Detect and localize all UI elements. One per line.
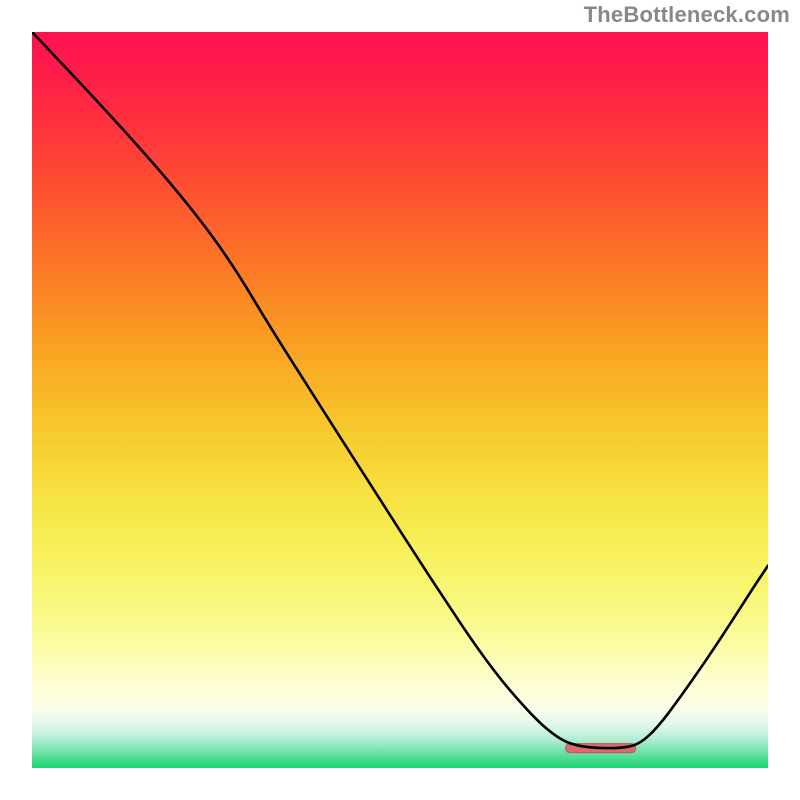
bottleneck-chart (0, 0, 800, 800)
chart-container: TheBottleneck.com (0, 0, 800, 800)
gradient-background (32, 32, 768, 768)
watermark-text: TheBottleneck.com (584, 2, 790, 28)
